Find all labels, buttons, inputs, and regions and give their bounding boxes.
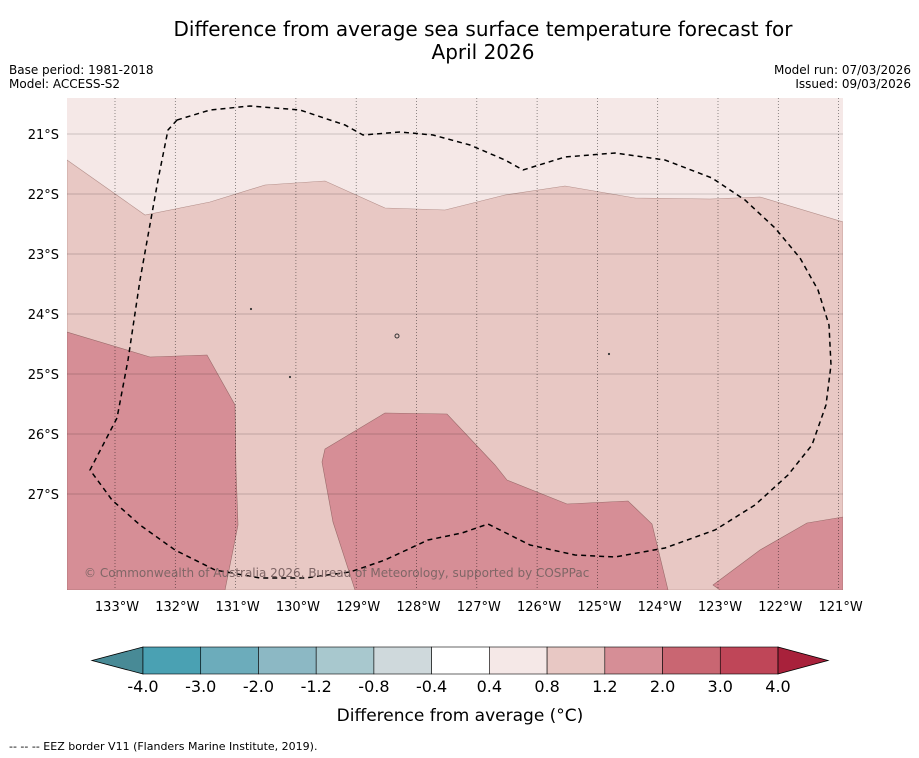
anomaly-band-0.8-1.2	[67, 159, 843, 590]
colorbar-segment	[662, 646, 721, 675]
island-marker	[394, 333, 400, 339]
lon-label: 125°W	[577, 600, 621, 615]
colorbar-segment	[604, 646, 663, 675]
lon-label: 132°W	[155, 600, 199, 615]
colorbar-tick-label: -3.0	[185, 677, 216, 696]
anomaly-band-1.2-2.0-southeast	[712, 516, 843, 590]
latitude-labels: 21°S 22°S 23°S 24°S 25°S 26°S 27°S	[28, 128, 59, 503]
copyright-text: © Commonwealth of Australia 2026, Bureau…	[84, 566, 589, 580]
colorbar-segment	[719, 646, 779, 675]
lat-label: 21°S	[28, 128, 59, 143]
lat-label: 25°S	[28, 368, 59, 383]
colorbar-extend-high	[777, 646, 830, 675]
lon-label: 130°W	[276, 600, 320, 615]
islands	[249, 307, 611, 379]
colorbar-title: Difference from average (°C)	[337, 706, 584, 726]
lon-label: 131°W	[216, 600, 260, 615]
colorbar-extend-low	[90, 646, 144, 675]
colorbar-tick-label: -1.2	[301, 677, 332, 696]
latitude-gridlines	[67, 133, 843, 495]
colorbar: -4.0 -3.0 -2.0 -1.2 -0.8 -0.4 0.4 0.8 1.2 2.0 3.0 4…	[90, 646, 830, 726]
lat-label: 27°S	[28, 488, 59, 503]
colorbar-tick-label: 3.0	[708, 677, 733, 696]
colorbar-tick-label: -0.4	[416, 677, 447, 696]
longitude-labels: 133°W 132°W 131°W 130°W 129°W 128°W 127°W 126°W…	[95, 600, 863, 615]
map-area: © Commonwealth of Australia 2026, Bureau…	[67, 98, 843, 590]
colorbar-tick-label: -0.8	[358, 677, 389, 696]
island-marker	[249, 307, 253, 311]
lat-label: 24°S	[28, 308, 59, 323]
colorbar-segment	[258, 646, 317, 675]
colorbar-segments	[90, 646, 830, 675]
lon-label: 124°W	[638, 600, 682, 615]
meta-right: Model run: 07/03/2026 Issued: 09/03/2026	[774, 63, 911, 91]
lon-label: 129°W	[336, 600, 380, 615]
lon-label: 123°W	[698, 600, 742, 615]
lat-label: 23°S	[28, 248, 59, 263]
colorbar-segment	[431, 646, 490, 675]
lat-label: 22°S	[28, 188, 59, 203]
island-marker	[288, 375, 292, 379]
colorbar-tick-label: -2.0	[243, 677, 274, 696]
title-line-1: Difference from average sea surface temp…	[173, 17, 793, 41]
model-run: Model run: 07/03/2026	[773, 63, 911, 77]
colorbar-tick-label: 1.2	[592, 677, 617, 696]
meta-left: Base period: 1981-2018 Model: ACCESS-S2	[9, 63, 154, 91]
colorbar-tick-labels: -4.0 -3.0 -2.0 -1.2 -0.8 -0.4 0.4 0.8 1.2 2.0 3.0 4…	[127, 677, 790, 696]
lon-label: 121°W	[819, 600, 863, 615]
lat-label: 26°S	[28, 428, 59, 443]
colorbar-tick-label: 0.4	[477, 677, 502, 696]
colorbar-segment	[489, 646, 548, 675]
island-marker	[607, 352, 611, 356]
colorbar-tick-label: -4.0	[127, 677, 158, 696]
lon-label: 126°W	[517, 600, 561, 615]
map-gridlines	[67, 98, 843, 590]
colorbar-segment	[373, 646, 432, 675]
base-period: Base period: 1981-2018	[9, 63, 154, 77]
longitude-gridlines	[114, 98, 839, 590]
lon-label: 122°W	[758, 600, 802, 615]
colorbar-tick-label: 0.8	[534, 677, 559, 696]
lon-label: 127°W	[457, 600, 501, 615]
title-line-2: April 2026	[431, 40, 535, 64]
colorbar-segment	[315, 646, 375, 675]
legend-footnote: -- -- -- EEZ border V11 (Flanders Marine…	[9, 740, 318, 753]
anomaly-band-1.2-2.0-centre	[321, 412, 669, 590]
colorbar-tick-label: 2.0	[650, 677, 675, 696]
model-name: Model: ACCESS-S2	[9, 77, 121, 91]
colorbar-segment	[546, 646, 606, 675]
colorbar-segment	[200, 646, 259, 675]
colorbar-tick-label: 4.0	[765, 677, 790, 696]
lon-label: 133°W	[95, 600, 139, 615]
anomaly-band-1.2-2.0-west	[67, 331, 239, 590]
lon-label: 128°W	[396, 600, 440, 615]
colorbar-segment	[142, 646, 202, 675]
map-title: Difference from average sea surface temp…	[0, 18, 919, 64]
issued-date: Issued: 09/03/2026	[795, 77, 911, 91]
eez-border	[89, 105, 832, 579]
